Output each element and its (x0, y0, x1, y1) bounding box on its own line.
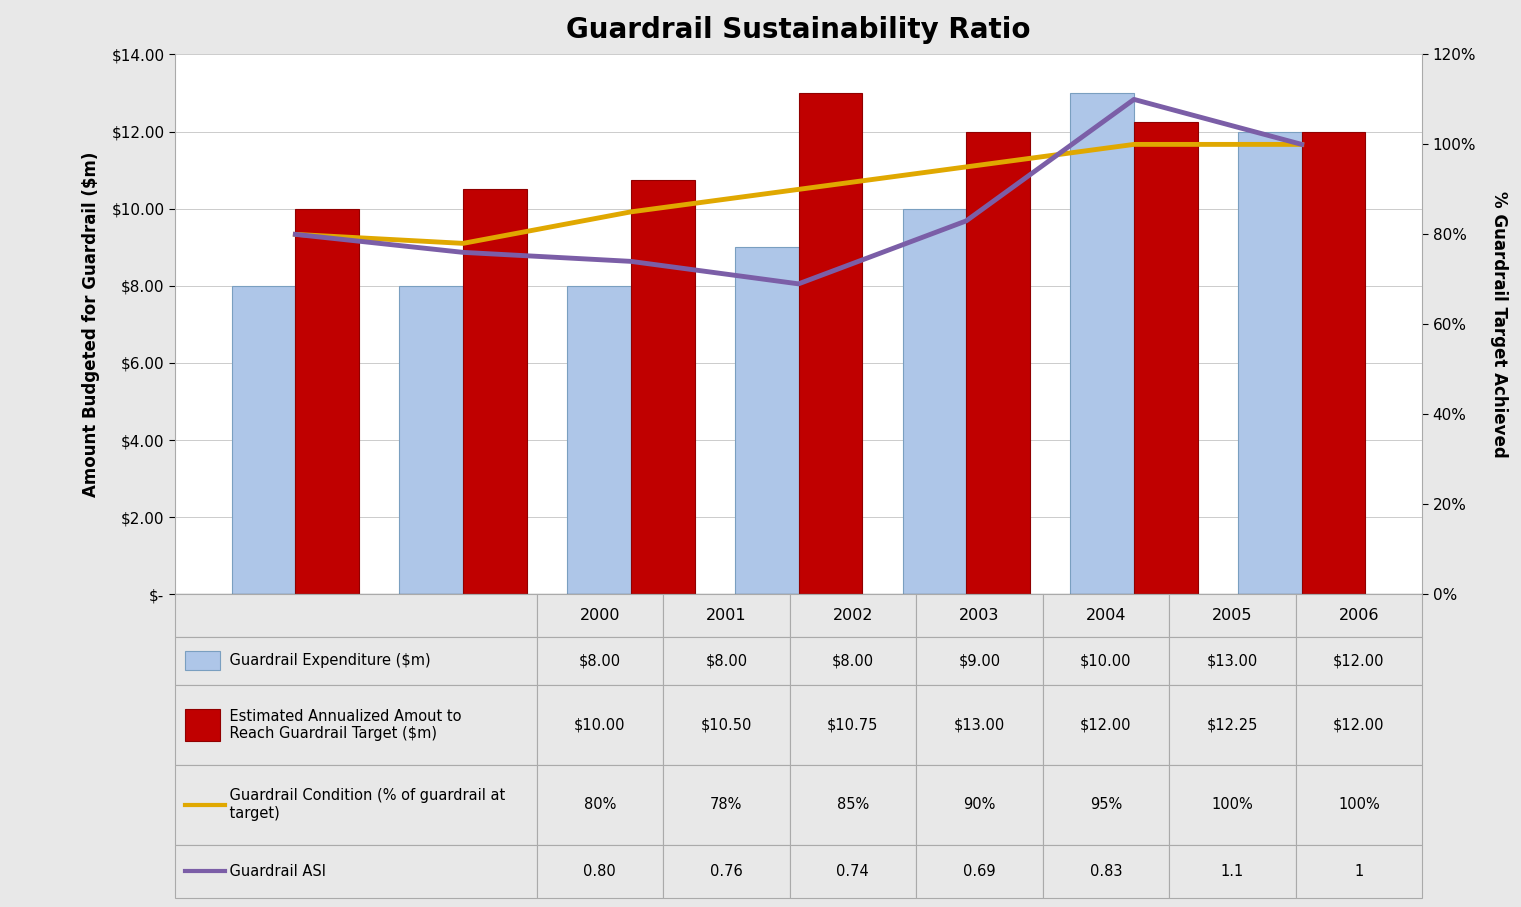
Bar (1071, 93, 1135, 594)
Bar (902, 209, 966, 594)
Bar (295, 209, 359, 594)
Bar (231, 286, 295, 594)
Bar (966, 132, 1030, 594)
Title: Guardrail Sustainability Ratio: Guardrail Sustainability Ratio (566, 15, 1031, 44)
Bar (186, 708, 221, 741)
Bar (400, 286, 462, 594)
Bar (735, 248, 799, 594)
Y-axis label: % Guardrail Target Achieved: % Guardrail Target Achieved (1491, 191, 1507, 458)
Bar (631, 180, 695, 594)
Bar (462, 190, 526, 594)
Bar (186, 651, 221, 670)
Y-axis label: Amount Budgeted for Guardrail ($m): Amount Budgeted for Guardrail ($m) (82, 151, 100, 497)
Bar (567, 286, 631, 594)
Bar (1302, 132, 1366, 594)
Bar (799, 93, 862, 594)
Bar (1135, 122, 1197, 594)
Bar (1238, 132, 1302, 594)
